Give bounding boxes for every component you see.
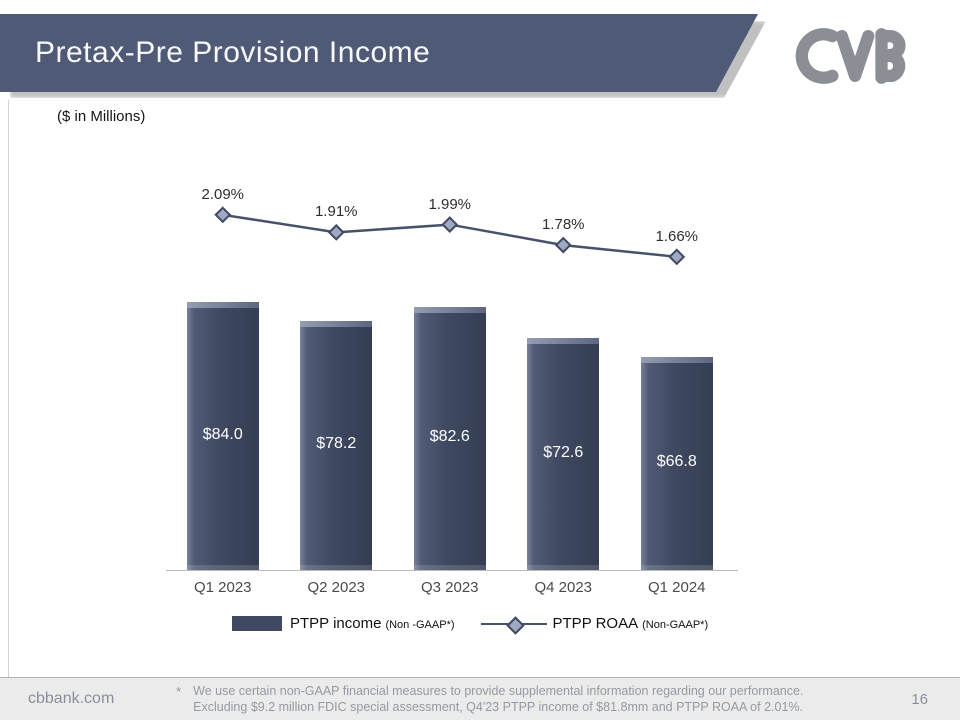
roaa-value-label: 2.09% [201, 185, 245, 203]
legend-diamond-marker-icon [505, 615, 525, 635]
category-label: Q1 2023 [193, 579, 252, 596]
units-label: ($ in Millions) [57, 108, 146, 125]
header-banner: Pretax-Pre Provision Income [0, 14, 758, 92]
category-label: Q3 2023 [420, 579, 479, 596]
bar-value-label: $72.6 [543, 444, 584, 462]
roaa-marker-icon [668, 248, 686, 266]
x-axis-line [166, 570, 738, 571]
slide-left-border [8, 100, 9, 678]
page-number: 16 [911, 690, 928, 708]
ptpp-income-bar [527, 338, 600, 570]
legend-line-label: PTPP ROAA [552, 615, 639, 632]
roaa-marker-icon [327, 223, 345, 241]
footnote: * We use certain non-GAAP financial meas… [176, 683, 803, 716]
ptpp-income-bar [300, 320, 373, 571]
roaa-value-label: 1.99% [428, 195, 472, 213]
footnote-line-2: Excluding $9.2 million FDIC special asse… [193, 700, 803, 714]
bar-value-label: $82.6 [429, 428, 470, 446]
category-label: Q2 2023 [307, 579, 366, 596]
ptpp-income-bar [186, 302, 259, 570]
roaa-marker-icon [441, 216, 459, 233]
roaa-marker-icon [554, 236, 572, 254]
footnote-text: We use certain non-GAAP financial measur… [193, 683, 803, 716]
ptpp-income-bar [413, 306, 486, 571]
ptpp-income-bar [640, 356, 713, 571]
category-label: Q1 2024 [647, 579, 706, 596]
bar-value-label: $66.8 [656, 453, 697, 471]
roaa-value-label: 1.91% [314, 203, 358, 221]
bar-value-label: $78.2 [316, 435, 357, 453]
roaa-line [222, 213, 677, 259]
chart-legend: PTPP income (Non -GAAP*) PTPP ROAA (Non-… [232, 615, 734, 635]
category-label: Q4 2023 [534, 579, 593, 596]
footnote-line-1: We use certain non-GAAP financial measur… [193, 683, 804, 698]
legend-bar-swatch [232, 616, 282, 631]
roaa-value-label: 1.78% [541, 216, 585, 234]
legend-bar-label: PTPP income [290, 615, 382, 632]
website-label: cbbank.com [28, 690, 115, 707]
cvb-logo-icon [794, 22, 918, 90]
footnote-marker: * [176, 684, 182, 699]
footer: cbbank.com * We use certain non-GAAP fin… [0, 677, 960, 720]
legend-bar-sublabel: (Non -GAAP*) [385, 618, 455, 631]
page-title: Pretax-Pre Provision Income [35, 36, 431, 69]
legend-line-sublabel: (Non-GAAP*) [642, 618, 709, 631]
roaa-marker-icon [214, 206, 232, 224]
bar-value-label: $84.0 [202, 426, 243, 444]
legend-line-swatch [480, 615, 547, 635]
roaa-value-label: 1.66% [655, 227, 699, 245]
